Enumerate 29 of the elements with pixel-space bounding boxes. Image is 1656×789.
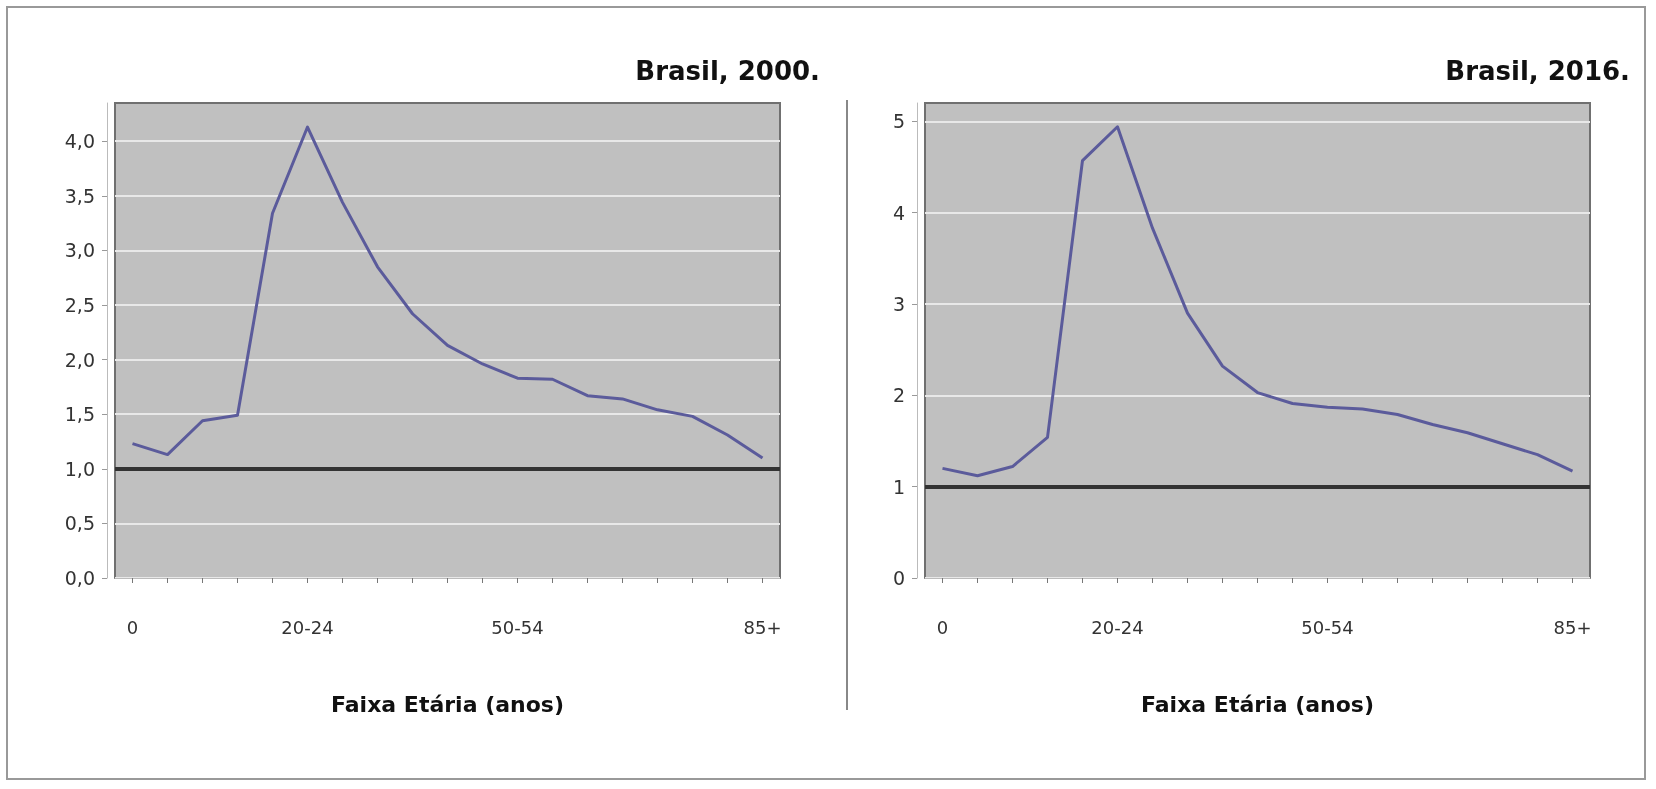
- x-axis-title: Faixa Etária (anos): [331, 691, 564, 717]
- x-tick-label: 0: [126, 616, 139, 638]
- line-series: [131, 125, 764, 460]
- chart-title: Brasil, 2016.: [1445, 56, 1630, 86]
- line-series: [941, 125, 1574, 478]
- y-tick-label: 1,0: [64, 457, 95, 480]
- chart-title: Brasil, 2000.: [635, 56, 820, 86]
- y-tick-label: 3: [892, 292, 905, 315]
- y-tick-label: 2,5: [64, 294, 95, 317]
- x-tick-label: 0: [936, 616, 949, 638]
- x-tick-label: 20-24: [1091, 616, 1144, 638]
- x-tick-label: 85+: [1553, 616, 1592, 638]
- y-tick-label: 3,5: [64, 184, 95, 207]
- x-tick-label: 20-24: [281, 616, 334, 638]
- y-tick-label: 4,0: [64, 130, 95, 153]
- y-tick-label: 1: [892, 475, 905, 498]
- y-tick-label: 2: [892, 384, 905, 407]
- y-tick-label: 3,0: [64, 239, 95, 262]
- x-tick-label: 50-54: [1301, 616, 1354, 638]
- y-tick-label: 5: [892, 110, 905, 133]
- y-tick-label: 4: [892, 201, 905, 224]
- y-tick-label: 0: [892, 567, 905, 589]
- y-tick-label: 0,0: [64, 567, 95, 589]
- y-tick-label: 2,0: [64, 348, 95, 371]
- y-tick-label: 1,5: [64, 403, 95, 426]
- x-tick-label: 50-54: [491, 616, 544, 638]
- x-tick-label: 85+: [743, 616, 782, 638]
- y-tick-label: 0,5: [64, 512, 95, 535]
- x-axis-title: Faixa Etária (anos): [1141, 691, 1374, 717]
